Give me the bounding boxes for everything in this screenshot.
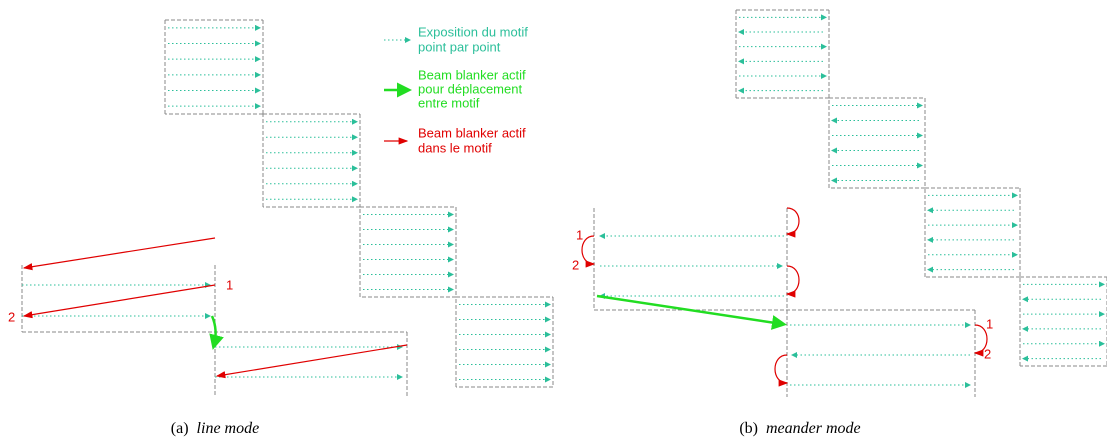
blanker-arc (785, 265, 800, 298)
blanker-arrow (22, 237, 216, 271)
legend-text: pour déplacement (418, 81, 522, 96)
legend-text: Exposition du motif (418, 24, 528, 39)
blanker-arrow (215, 344, 408, 379)
legend-text: entre motif (418, 95, 480, 110)
caption-text: meander mode (766, 420, 861, 437)
step-label: 2 (8, 309, 15, 324)
step-label: 2 (984, 346, 991, 361)
legend-text: Beam blanker actif (418, 67, 526, 82)
caption: (a) line mode (171, 420, 259, 437)
legend-text: Beam blanker actif (418, 125, 526, 140)
move-arrow (209, 315, 224, 350)
blanker-arc (785, 207, 800, 238)
caption: (b) meander mode (739, 420, 860, 437)
caption-text: line mode (197, 420, 260, 437)
step-label: 1 (226, 277, 233, 292)
caption-label: (b) (739, 420, 766, 437)
blanker-arc (581, 235, 596, 268)
step-label: 1 (986, 316, 993, 331)
blanker-arrow (22, 284, 216, 319)
step-label: 1 (576, 227, 583, 242)
legend-text: point par point (418, 39, 501, 54)
blanker-arc (774, 354, 789, 387)
legend-text: dans le motif (418, 140, 492, 155)
step-label: 2 (572, 257, 579, 272)
caption-label: (a) (171, 420, 197, 437)
move-arrow (596, 294, 787, 330)
blanker-arc (973, 324, 988, 357)
